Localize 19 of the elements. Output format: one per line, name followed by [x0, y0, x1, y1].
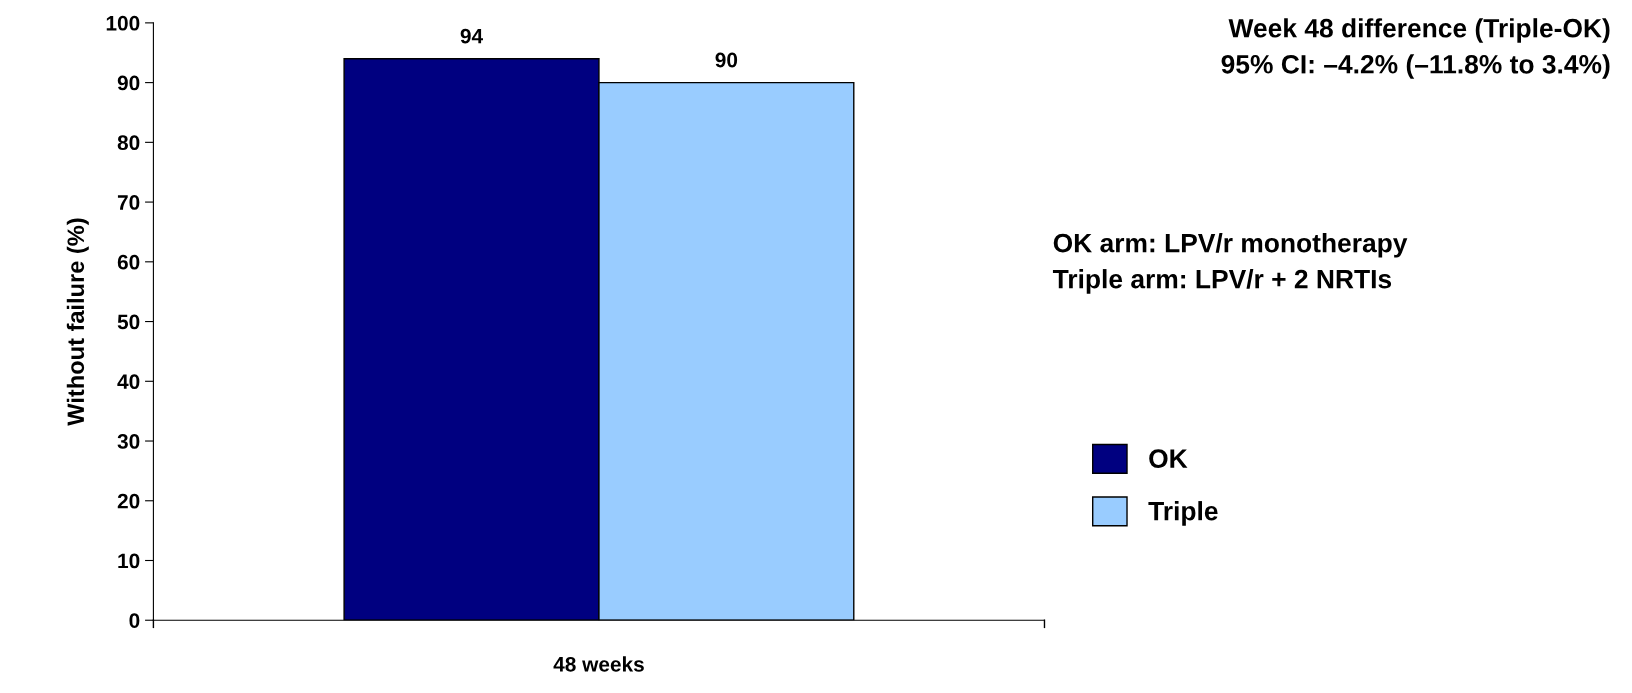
- y-tick-label: 20: [117, 493, 140, 509]
- y-tick-label: 70: [117, 195, 140, 210]
- text: Week 48 difference (Triple-OK) 95% CI: –4.2% (–11.8% to 3.4%): [1221, 18, 1610, 79]
- y-tick-label: 30: [117, 434, 140, 449]
- legend-label: OK: [1149, 449, 1188, 468]
- y-tick-label: 80: [117, 135, 140, 151]
- y-tick-label: 40: [117, 374, 140, 390]
- legend-label: Triple: [1148, 501, 1218, 526]
- y-tick-label: 50: [117, 314, 140, 330]
- data-label: 94: [460, 28, 483, 44]
- data-label: 90: [715, 52, 738, 68]
- x-tick-label: 48 weeks: [553, 656, 644, 672]
- y-axis-title: Without failure (%): [66, 218, 89, 426]
- text: OK arm: LPV/r monotherapy Triple arm: LPV/r + 2 NRTIs: [1052, 233, 1408, 294]
- y-tick-label: 60: [117, 254, 140, 270]
- y-tick-label: 0: [129, 613, 140, 628]
- y-tick-label: 100: [106, 15, 140, 31]
- y-tick-label: 10: [118, 553, 140, 569]
- y-tick-label: 90: [117, 75, 140, 91]
